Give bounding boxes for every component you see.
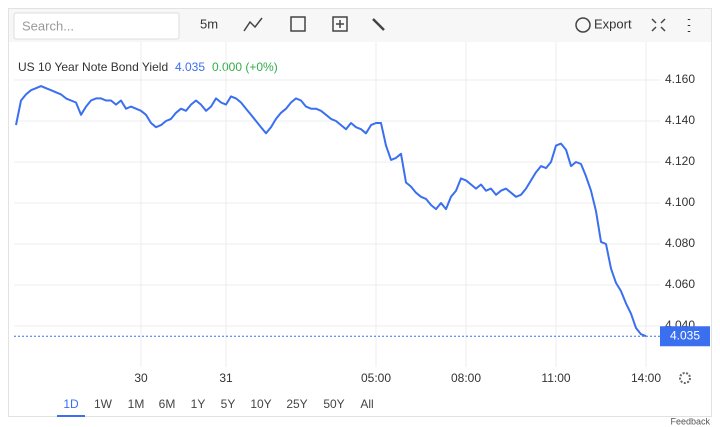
range-button[interactable]: 6M — [159, 397, 176, 411]
change: 0.000 (+0%) — [212, 60, 278, 74]
frame — [8, 8, 712, 417]
range-button[interactable]: 50Y — [323, 397, 344, 411]
x-tick-label: 14:00 — [631, 371, 661, 385]
y-tick-label: 4.160 — [665, 72, 695, 86]
chart-title: US 10 Year Note Bond Yield — [18, 60, 168, 74]
add-plus — [336, 20, 344, 28]
range-button[interactable]: 1Y — [191, 397, 206, 411]
export-icon[interactable] — [575, 17, 591, 33]
chart-type-icon[interactable] — [243, 17, 263, 32]
settings-icon[interactable] — [679, 372, 691, 384]
range-button[interactable]: 1W — [94, 397, 113, 411]
export[interactable]: Export — [594, 16, 632, 31]
current-value-label: 4.035 — [670, 328, 700, 342]
search-box[interactable] — [13, 12, 180, 40]
range-button[interactable]: 25Y — [286, 397, 307, 411]
x-tick-label: 11:00 — [541, 371, 570, 385]
price-line — [15, 85, 647, 338]
x-tick-label: 31 — [219, 371, 233, 385]
current-value-box — [660, 326, 710, 347]
y-tick-label: 4.080 — [665, 236, 695, 250]
current-value: 4.035 — [175, 60, 205, 74]
y-tick-label: 4.120 — [665, 154, 695, 168]
range-button[interactable]: 10Y — [250, 397, 271, 411]
interval[interactable]: 5m — [200, 16, 218, 31]
range-button[interactable]: 1M — [128, 397, 145, 411]
y-tick-label: 4.100 — [665, 195, 695, 209]
fullscreen-icon[interactable] — [651, 18, 666, 32]
x-tick-label: 30 — [134, 371, 148, 385]
y-tick-label: 4.060 — [665, 277, 695, 291]
y-tick-label: 4.140 — [665, 113, 695, 127]
tools-icon[interactable] — [372, 18, 385, 31]
range-bar: 1D 1W 1M 6M 1Y 5Y 10Y 25Y 50Y All — [57, 397, 374, 417]
x-tick-label: 08:00 — [451, 371, 481, 385]
add-icon[interactable] — [332, 16, 348, 32]
feedback[interactable]: Feedback — [670, 416, 710, 426]
range-button[interactable]: All — [360, 397, 373, 411]
calendar-icon[interactable] — [290, 16, 306, 32]
x-tick-label: 05:00 — [361, 371, 391, 385]
search-placeholder: Search... — [22, 18, 74, 33]
range-button[interactable]: 5Y — [221, 397, 236, 411]
range-button[interactable]: 1D — [63, 397, 79, 411]
